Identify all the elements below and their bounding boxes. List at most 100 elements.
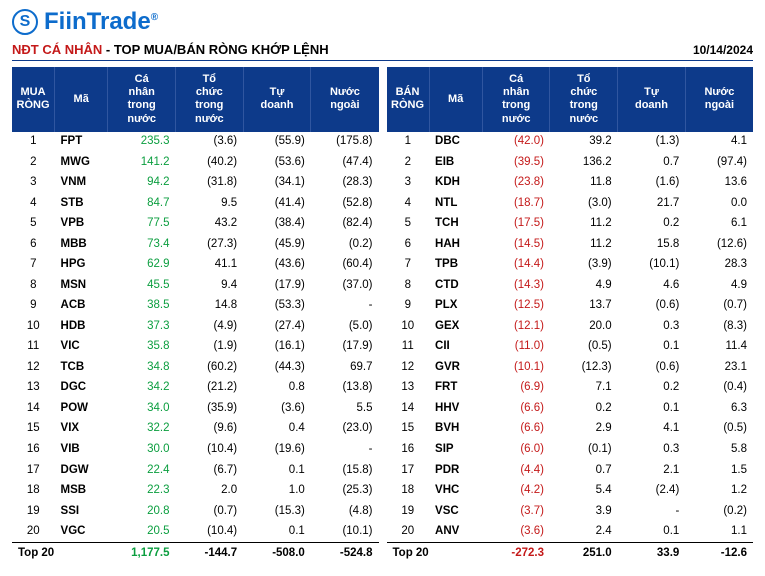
sell-table: BÁNRÒNGMãCánhântrongnướcTổchứctrongnướcT… bbox=[387, 67, 754, 564]
rank-cell: 5 bbox=[387, 214, 430, 235]
ticker-cell: CII bbox=[429, 337, 482, 358]
ticker-cell: FRT bbox=[429, 378, 482, 399]
footer-label: Top 20 bbox=[387, 543, 483, 564]
table-row: 16VIB30.0(10.4)(19.6)- bbox=[12, 439, 379, 460]
value-cell: 2.9 bbox=[550, 419, 618, 440]
table-row: 12TCB34.8(60.2)(44.3)69.7 bbox=[12, 357, 379, 378]
value-cell: 5.5 bbox=[311, 398, 379, 419]
rank-cell: 10 bbox=[387, 316, 430, 337]
rank-cell: 15 bbox=[12, 419, 55, 440]
value-cell: (9.6) bbox=[175, 419, 243, 440]
ticker-cell: HPG bbox=[55, 255, 108, 276]
col-header: Cánhântrongnước bbox=[482, 67, 550, 132]
value-cell: (3.6) bbox=[243, 398, 311, 419]
table-row: 5TCH(17.5)11.20.26.1 bbox=[387, 214, 754, 235]
rank-cell: 5 bbox=[12, 214, 55, 235]
value-cell: 69.7 bbox=[311, 357, 379, 378]
table-row: 16SIP(6.0)(0.1)0.35.8 bbox=[387, 439, 754, 460]
rank-cell: 8 bbox=[12, 275, 55, 296]
value-cell: 20.5 bbox=[108, 522, 176, 543]
value-cell: (34.1) bbox=[243, 173, 311, 194]
value-cell: (6.7) bbox=[175, 460, 243, 481]
rank-cell: 12 bbox=[12, 357, 55, 378]
ticker-cell: GVR bbox=[429, 357, 482, 378]
rank-cell: 12 bbox=[387, 357, 430, 378]
table-row: 2MWG141.2(40.2)(53.6)(47.4) bbox=[12, 152, 379, 173]
rank-cell: 3 bbox=[12, 173, 55, 194]
table-row: 4STB84.79.5(41.4)(52.8) bbox=[12, 193, 379, 214]
ticker-cell: TCH bbox=[429, 214, 482, 235]
rank-cell: 2 bbox=[12, 152, 55, 173]
value-cell: 38.5 bbox=[108, 296, 176, 317]
ticker-cell: ACB bbox=[55, 296, 108, 317]
table-row: 1DBC(42.0)39.2(1.3)4.1 bbox=[387, 132, 754, 153]
value-cell: (53.6) bbox=[243, 152, 311, 173]
ticker-cell: VIX bbox=[55, 419, 108, 440]
value-cell: (47.4) bbox=[311, 152, 379, 173]
value-cell: (15.8) bbox=[311, 460, 379, 481]
rank-cell: 9 bbox=[12, 296, 55, 317]
value-cell: 32.2 bbox=[108, 419, 176, 440]
rank-cell: 14 bbox=[387, 398, 430, 419]
value-cell: 22.3 bbox=[108, 481, 176, 502]
table-row: 13DGC34.2(21.2)0.8(13.8) bbox=[12, 378, 379, 399]
value-cell: (16.1) bbox=[243, 337, 311, 358]
rank-cell: 1 bbox=[12, 132, 55, 153]
rank-cell: 7 bbox=[12, 255, 55, 276]
value-cell: 11.2 bbox=[550, 234, 618, 255]
value-cell: 9.4 bbox=[175, 275, 243, 296]
value-cell: (82.4) bbox=[311, 214, 379, 235]
value-cell: (4.8) bbox=[311, 501, 379, 522]
value-cell: (43.6) bbox=[243, 255, 311, 276]
table-row: 9ACB38.514.8(53.3)- bbox=[12, 296, 379, 317]
title-date: 10/14/2024 bbox=[693, 43, 753, 57]
value-cell: (4.9) bbox=[175, 316, 243, 337]
table-row: 3VNM94.2(31.8)(34.1)(28.3) bbox=[12, 173, 379, 194]
table-row: 17PDR(4.4)0.72.11.5 bbox=[387, 460, 754, 481]
value-cell: 0.8 bbox=[243, 378, 311, 399]
value-cell: 0.1 bbox=[243, 460, 311, 481]
value-cell: (23.0) bbox=[311, 419, 379, 440]
buy-table: MUARÒNGMãCánhântrongnướcTổchứctrongnướcT… bbox=[12, 67, 379, 564]
table-row: 6MBB73.4(27.3)(45.9)(0.2) bbox=[12, 234, 379, 255]
rank-cell: 13 bbox=[387, 378, 430, 399]
footer-value: -524.8 bbox=[311, 543, 379, 564]
value-cell: (0.1) bbox=[550, 439, 618, 460]
rank-cell: 17 bbox=[387, 460, 430, 481]
rank-cell: 19 bbox=[12, 501, 55, 522]
value-cell: (60.4) bbox=[311, 255, 379, 276]
value-cell: (52.8) bbox=[311, 193, 379, 214]
value-cell: 2.1 bbox=[618, 460, 686, 481]
value-cell: 77.5 bbox=[108, 214, 176, 235]
value-cell: 1.1 bbox=[685, 522, 753, 543]
value-cell: (4.4) bbox=[482, 460, 550, 481]
table-row: 20ANV(3.6)2.40.11.1 bbox=[387, 522, 754, 543]
table-row: 15BVH(6.6)2.94.1(0.5) bbox=[387, 419, 754, 440]
col-header: Mã bbox=[429, 67, 482, 132]
value-cell: (10.1) bbox=[618, 255, 686, 276]
value-cell: (19.6) bbox=[243, 439, 311, 460]
ticker-cell: CTD bbox=[429, 275, 482, 296]
value-cell: 136.2 bbox=[550, 152, 618, 173]
table-row: 18MSB22.32.01.0(25.3) bbox=[12, 481, 379, 502]
table-row: 8CTD(14.3)4.94.64.9 bbox=[387, 275, 754, 296]
table-row: 8MSN45.59.4(17.9)(37.0) bbox=[12, 275, 379, 296]
value-cell: (3.6) bbox=[482, 522, 550, 543]
ticker-cell: VIB bbox=[55, 439, 108, 460]
value-cell: (53.3) bbox=[243, 296, 311, 317]
ticker-cell: DGC bbox=[55, 378, 108, 399]
value-cell: 28.3 bbox=[685, 255, 753, 276]
ticker-cell: POW bbox=[55, 398, 108, 419]
value-cell: (10.4) bbox=[175, 522, 243, 543]
value-cell: (0.5) bbox=[685, 419, 753, 440]
value-cell: 34.8 bbox=[108, 357, 176, 378]
ticker-cell: VIC bbox=[55, 337, 108, 358]
value-cell: 6.1 bbox=[685, 214, 753, 235]
value-cell: (12.6) bbox=[685, 234, 753, 255]
value-cell: (6.0) bbox=[482, 439, 550, 460]
ticker-cell: STB bbox=[55, 193, 108, 214]
value-cell: (37.0) bbox=[311, 275, 379, 296]
value-cell: 13.7 bbox=[550, 296, 618, 317]
value-cell: 141.2 bbox=[108, 152, 176, 173]
table-row: 18VHC(4.2)5.4(2.4)1.2 bbox=[387, 481, 754, 502]
